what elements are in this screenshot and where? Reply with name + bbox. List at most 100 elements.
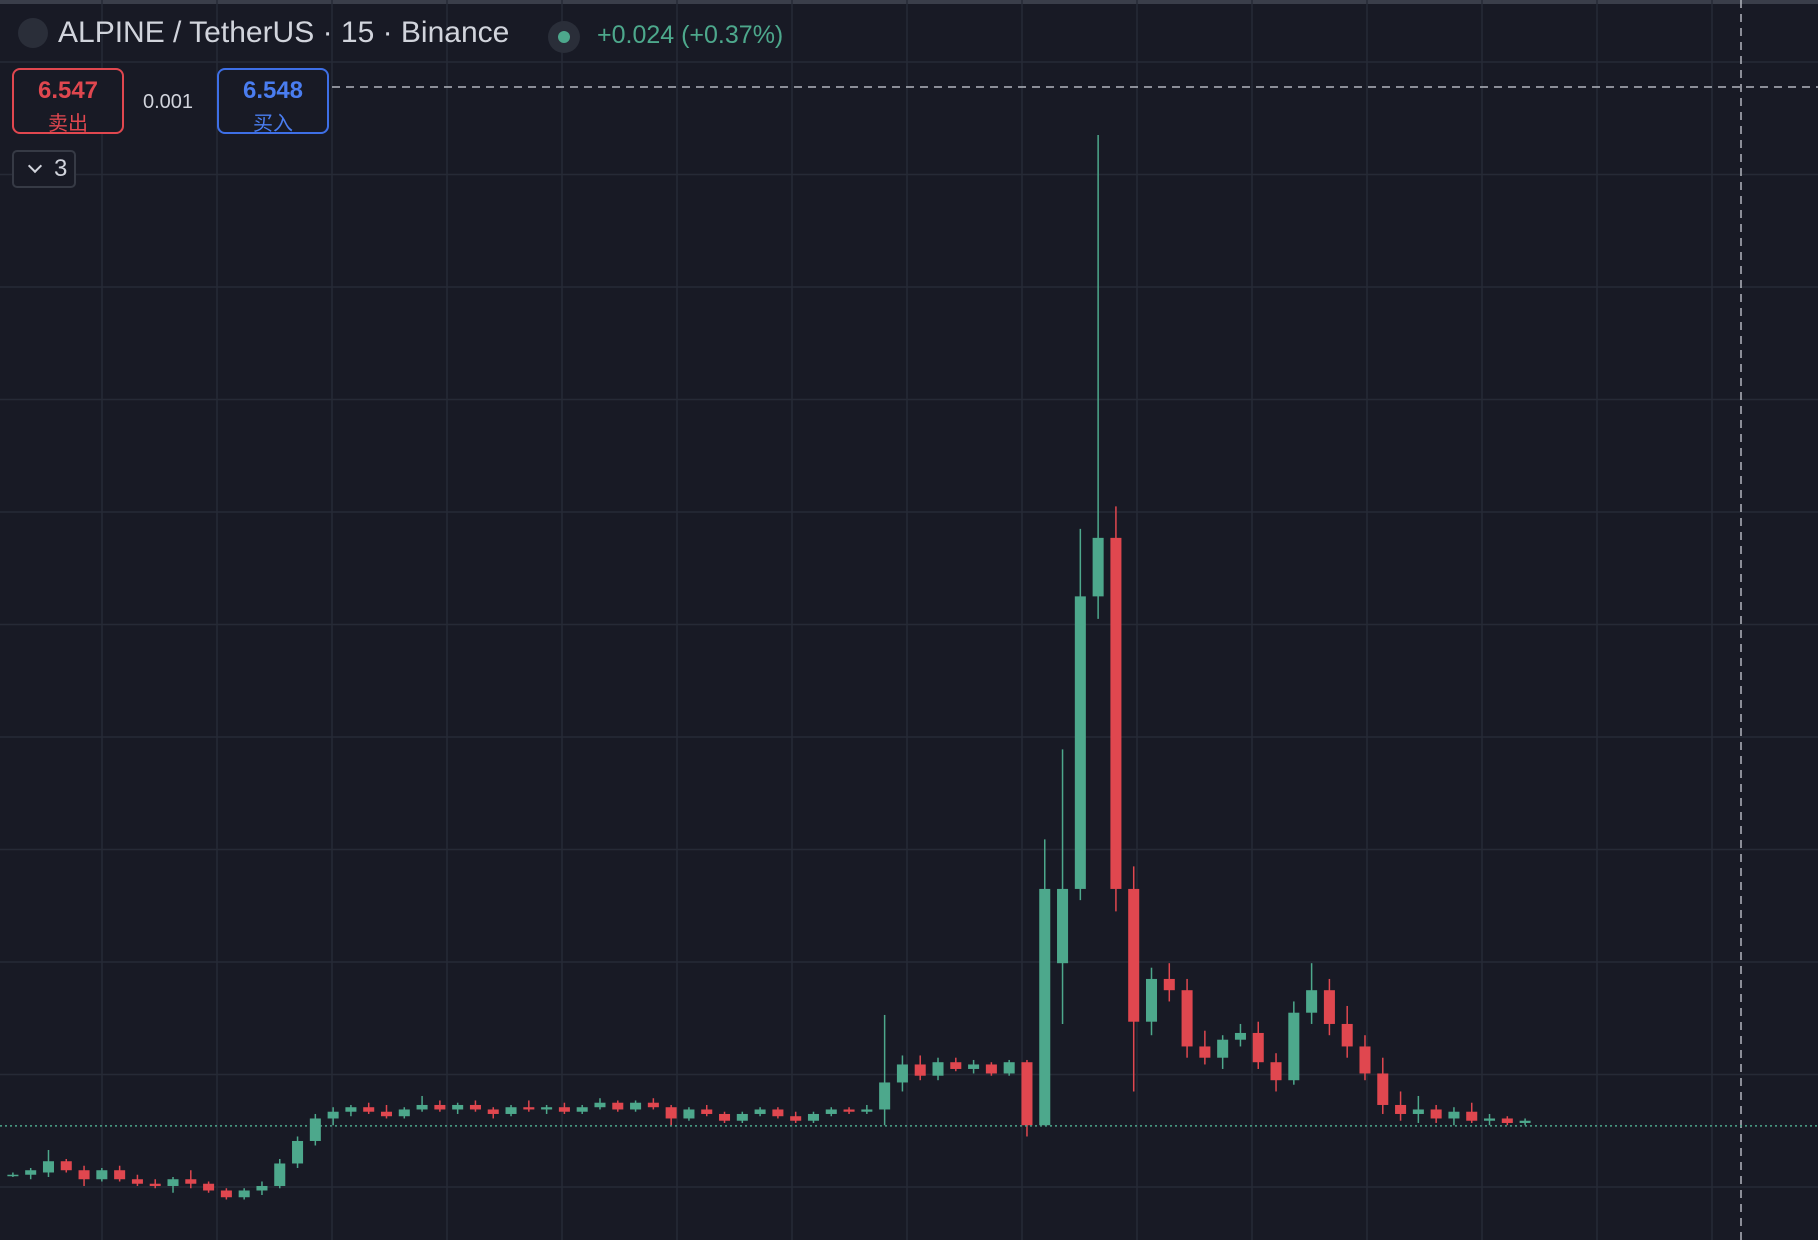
candle-body	[380, 1111, 393, 1117]
spread: 0.001	[143, 91, 194, 113]
candle-body	[1412, 1109, 1424, 1114]
price-change: +0.024 (+0.37%)	[597, 21, 784, 49]
candle-body	[1466, 1111, 1478, 1121]
candle-body	[487, 1109, 499, 1114]
candle-body	[932, 1062, 944, 1076]
candle-body	[1181, 990, 1193, 1047]
candle-body	[1057, 888, 1069, 964]
candle-body	[96, 1170, 108, 1180]
indicators-toggle[interactable]: 3	[12, 150, 76, 188]
buy-button[interactable]: 6.548 买入	[217, 68, 329, 135]
candle-body	[363, 1107, 375, 1112]
candle-body	[576, 1107, 588, 1112]
candle-body	[790, 1116, 802, 1121]
candle-body	[541, 1107, 553, 1110]
candle-body	[1217, 1039, 1229, 1058]
candle-body	[1323, 990, 1335, 1024]
candle-body	[1377, 1073, 1389, 1105]
candle-body	[78, 1170, 90, 1180]
candle-body	[1501, 1118, 1513, 1123]
candle-body	[647, 1102, 659, 1108]
candle-body	[719, 1113, 731, 1121]
candle-body	[914, 1064, 926, 1076]
candle-body	[594, 1102, 606, 1108]
candle-body	[416, 1104, 428, 1110]
candle-body	[630, 1102, 642, 1110]
candle-body	[452, 1104, 464, 1110]
candle-body	[327, 1111, 339, 1119]
candle-body	[1003, 1062, 1015, 1074]
candle-body	[1395, 1104, 1407, 1114]
candles	[7, 135, 1531, 1200]
candle-body	[754, 1109, 766, 1114]
candle-body	[665, 1107, 677, 1119]
candle-body	[843, 1109, 855, 1112]
candle-body	[1430, 1109, 1442, 1119]
sell-button[interactable]: 6.547 卖出	[12, 68, 124, 135]
candle-body	[968, 1064, 980, 1069]
candle-body	[612, 1102, 624, 1110]
candle-body	[1519, 1120, 1531, 1123]
candle-body	[1234, 1032, 1246, 1040]
candle-body	[203, 1183, 215, 1191]
symbol-title[interactable]: ALPINE / TetherUS · 15 · Binance	[58, 16, 510, 49]
candle-body	[1021, 1062, 1033, 1126]
candle-body	[167, 1179, 179, 1186]
symbol-logo	[18, 18, 48, 48]
candle-body	[736, 1113, 748, 1121]
candle-body	[1359, 1046, 1371, 1074]
candle-body	[985, 1064, 997, 1074]
candle-body	[131, 1179, 143, 1184]
candle-body	[1288, 1012, 1300, 1081]
candle-body	[1306, 990, 1318, 1013]
candle-body	[292, 1140, 304, 1164]
candle-body	[309, 1118, 321, 1141]
candle-body	[683, 1109, 695, 1119]
candle-body	[114, 1170, 126, 1180]
candle-body	[185, 1179, 197, 1184]
candle-body	[1039, 888, 1051, 1126]
sell-price: 6.547	[37, 77, 99, 104]
candle-body	[274, 1163, 286, 1186]
buy-price: 6.548	[242, 77, 304, 104]
candle-body	[950, 1062, 962, 1069]
candle-body	[220, 1190, 232, 1198]
candle-body	[42, 1161, 54, 1173]
candle-body	[896, 1064, 908, 1083]
candle-body	[861, 1109, 873, 1112]
candle-body	[60, 1161, 72, 1171]
candle-body	[25, 1170, 37, 1175]
candle-body	[1341, 1023, 1353, 1047]
candle-body	[879, 1082, 891, 1110]
candle-body	[238, 1190, 250, 1198]
candle-body	[256, 1185, 268, 1191]
candle-body	[772, 1109, 784, 1117]
candle-body	[434, 1104, 446, 1110]
candle-body	[1110, 537, 1122, 889]
candle-body	[345, 1107, 357, 1112]
candle-body	[807, 1113, 819, 1121]
candle-body	[1163, 978, 1175, 991]
candle-body	[7, 1174, 19, 1177]
market-status	[548, 21, 580, 53]
candle-body	[1270, 1062, 1282, 1081]
candle-body	[1092, 537, 1104, 597]
candle-body	[398, 1109, 410, 1117]
sell-label: 卖出	[48, 113, 88, 135]
candle-body	[558, 1107, 570, 1112]
candle-body	[1074, 596, 1086, 889]
candle-body	[149, 1183, 161, 1186]
candle-body	[1448, 1111, 1460, 1119]
candle-body	[1199, 1046, 1211, 1058]
candle-body	[469, 1104, 481, 1110]
candle-body	[1484, 1118, 1496, 1121]
candle-body	[1128, 888, 1140, 1022]
candle-body	[1145, 978, 1158, 1022]
candle-body	[523, 1107, 535, 1110]
candle-body	[701, 1109, 713, 1114]
candle-body	[825, 1109, 837, 1114]
buy-label: 买入	[253, 113, 293, 135]
